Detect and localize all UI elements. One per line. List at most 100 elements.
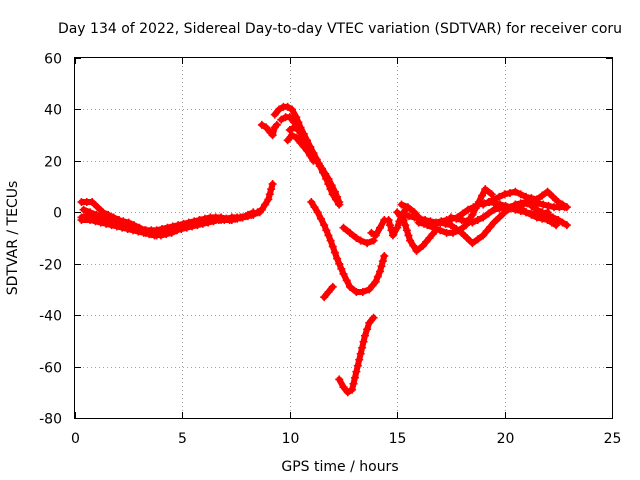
data-point	[268, 131, 277, 140]
data-point	[119, 217, 128, 226]
data-point	[285, 126, 294, 134]
data-point	[128, 226, 137, 235]
data-point	[294, 126, 303, 134]
data-point	[345, 228, 354, 237]
data-point	[188, 222, 197, 231]
data-point	[388, 231, 397, 240]
data-point	[287, 105, 296, 114]
data-point	[527, 194, 536, 203]
data-point	[145, 230, 154, 239]
data-point	[283, 136, 292, 145]
data-point	[247, 210, 256, 219]
series-arc-13	[335, 313, 378, 397]
data-point	[345, 282, 354, 291]
data-point	[358, 288, 367, 296]
series-line	[368, 217, 388, 239]
series-arc-21	[479, 187, 571, 212]
data-point	[479, 213, 488, 222]
data-point	[358, 343, 367, 352]
data-point	[452, 225, 461, 233]
data-point	[330, 248, 339, 257]
data-point	[522, 192, 531, 201]
data-point	[139, 228, 148, 237]
data-point	[231, 214, 240, 223]
data-point	[399, 210, 408, 219]
x-tick-label: 10	[282, 431, 300, 447]
data-point	[482, 227, 491, 236]
data-point	[182, 223, 191, 232]
data-point	[544, 201, 553, 210]
data-point	[481, 185, 490, 194]
data-point	[505, 204, 514, 213]
data-point	[378, 257, 387, 266]
data-point	[468, 210, 477, 219]
series-arc-17	[397, 185, 496, 237]
data-point	[527, 210, 536, 219]
data-point	[479, 200, 488, 209]
data-point	[522, 208, 531, 217]
data-point	[314, 159, 323, 168]
data-point	[404, 231, 413, 240]
data-point	[326, 236, 335, 245]
data-point	[267, 185, 276, 194]
x-tick-label: 25	[604, 431, 622, 447]
data-point	[77, 216, 86, 224]
series-arc-12	[339, 223, 378, 248]
y-tick-label: 20	[44, 155, 62, 171]
data-point	[86, 208, 95, 217]
data-points	[77, 102, 571, 397]
data-point	[306, 151, 315, 160]
data-point	[322, 226, 331, 235]
data-point	[330, 187, 339, 196]
axis-ticks	[75, 58, 613, 419]
data-point	[446, 213, 455, 222]
data-point	[406, 236, 415, 245]
y-tick-label: -80	[39, 412, 62, 428]
data-point	[479, 231, 488, 240]
data-point	[420, 219, 429, 228]
data-point	[262, 123, 271, 132]
data-point	[543, 208, 552, 217]
data-point	[463, 217, 472, 226]
data-point	[193, 221, 202, 230]
data-point	[328, 242, 337, 251]
data-point	[313, 208, 322, 217]
data-point	[376, 267, 385, 276]
series-arc-9	[283, 131, 318, 165]
data-point	[93, 203, 102, 212]
data-point	[320, 293, 329, 302]
y-tick-label: -60	[39, 361, 62, 377]
data-point	[363, 239, 372, 248]
data-point	[403, 203, 412, 212]
data-point	[310, 203, 319, 212]
chart-title: Day 134 of 2022, Sidereal Day-to-day VTE…	[58, 21, 622, 37]
data-point	[393, 223, 402, 232]
series-arc-5	[257, 120, 281, 140]
data-point	[552, 221, 561, 230]
data-point	[468, 218, 477, 227]
data-point	[324, 288, 333, 296]
data-point	[352, 367, 361, 376]
data-point	[335, 198, 344, 206]
data-point	[538, 191, 547, 200]
data-point	[356, 349, 365, 358]
data-point	[320, 221, 329, 230]
data-point	[79, 205, 88, 214]
data-point	[516, 204, 525, 213]
data-point	[500, 203, 509, 212]
data-point	[543, 187, 552, 196]
data-point	[108, 214, 117, 223]
data-point	[505, 189, 514, 197]
data-point	[123, 225, 132, 233]
data-point	[342, 276, 351, 285]
series-arc-8	[285, 123, 344, 206]
data-point	[371, 277, 380, 286]
y-tick-label: 0	[53, 206, 62, 222]
y-tick-label: 60	[44, 52, 62, 68]
data-point	[348, 385, 357, 394]
data-point	[97, 212, 106, 221]
data-point	[532, 213, 541, 222]
data-point	[283, 102, 292, 111]
grid-lines	[75, 58, 612, 418]
